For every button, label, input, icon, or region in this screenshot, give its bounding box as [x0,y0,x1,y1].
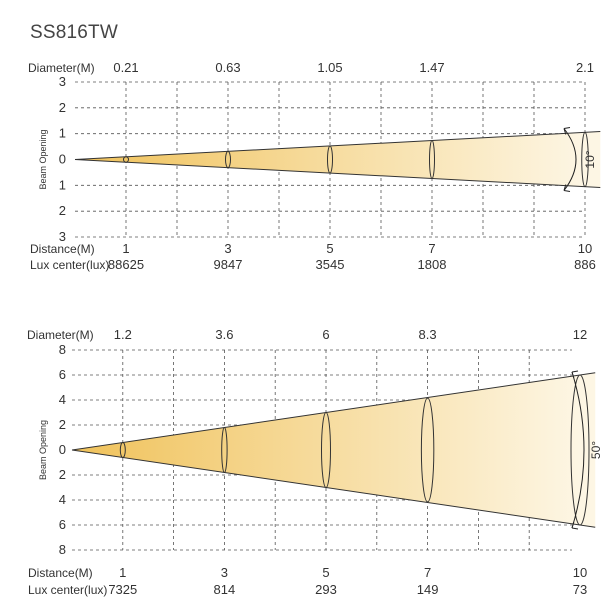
chart2-y-tick-label: 4 [59,492,66,507]
chart1-y-tick-label: 3 [59,74,66,89]
chart1-lux-value: 886 [574,257,596,272]
chart2-lux-value: 73 [573,582,587,597]
chart1-beam-angle-label: 10° [583,150,597,168]
chart2-lux-value: 7325 [108,582,137,597]
chart1-y-axis-label: Beam Opening [38,129,48,189]
chart1-angle-arc [563,128,577,191]
chart2-lux-value: 149 [417,582,439,597]
chart2-distance-value: 7 [424,565,431,580]
chart2-lux-label: Lux center(lux) [28,583,107,597]
chart2-lux-value: 814 [214,582,236,597]
chart1-y-tick-label: 1 [59,177,66,192]
chart2-angle-arc [571,371,585,529]
chart2-beam-angle-label: 50° [589,441,603,459]
chart2-diameter-label: Diameter(M) [27,328,94,342]
chart1-diameter-label: Diameter(M) [28,61,95,75]
chart2-y-tick-label: 2 [59,467,66,482]
chart2-beam-edge-bottom [71,449,596,528]
chart2-distance-value: 3 [221,565,228,580]
chart2-distance-value: 1 [119,565,126,580]
chart2-y-tick-label: 8 [59,542,66,557]
chart1-lux-label: Lux center(lux) [30,258,109,272]
chart2-y-tick-label: 8 [59,342,66,357]
chart2-beam-ellipse [119,442,126,458]
chart1-distance-label: Distance(M) [30,242,95,256]
chart1-y-tick-label: 3 [59,229,66,244]
chart1-diameter-value: 1.05 [317,60,342,75]
chart1-y-tick-label: 2 [59,203,66,218]
chart1-lux-value: 88625 [108,257,144,272]
chart1-beam-ellipse [581,131,589,188]
chart2-y-tick-label: 4 [59,392,66,407]
chart1-beam-cone [75,131,601,188]
chart2-diameter-value: 1.2 [114,327,132,342]
chart2-y-tick-label: 6 [59,367,66,382]
chart1-lux-value: 9847 [214,257,243,272]
page-title: SS816TW [30,22,118,43]
chart2-y-tick-label: 6 [59,517,66,532]
chart1-beam-ellipse [327,145,333,174]
chart2-y-tick-label: 2 [59,417,66,432]
chart1-angle-arrow-top [563,127,571,135]
chart1-diameter-value: 1.47 [419,60,444,75]
chart2-angle-arrow-top [571,370,579,379]
chart1-y-tick-label: 1 [59,126,66,141]
chart1-diameter-value: 0.63 [215,60,240,75]
chart1-beam-ellipse [225,150,231,169]
chart1-beam-ellipse [429,140,435,179]
chart1-distance-value: 1 [122,241,129,256]
chart2-diameter-value: 3.6 [215,327,233,342]
chart1-beam-ellipse [123,156,129,163]
chart2-diameter-value: 6 [322,327,329,342]
chart1-diameter-value: 2.1 [576,60,594,75]
chart1-lux-value: 1808 [418,257,447,272]
chart1-lux-value: 3545 [316,257,345,272]
chart1-y-tick-label: 0 [59,152,66,167]
chart2-y-axis-label: Beam Opening [38,420,48,480]
chart1-distance-value: 5 [326,241,333,256]
chart1-y-tick-label: 2 [59,100,66,115]
chart1-angle-arrow-bottom [563,184,571,192]
chart2-beam-ellipse [321,412,331,488]
chart2-diameter-value: 12 [573,327,587,342]
chart2-diameter-value: 8.3 [419,327,437,342]
chart2-beam-ellipse [570,374,590,526]
chart2-beam-cone [72,372,596,528]
chart2-distance-value: 10 [573,565,587,580]
chart2-angle-arrow-bottom [571,521,579,530]
chart1-distance-value: 7 [428,241,435,256]
chart1-distance-value: 10 [578,241,592,256]
chart2-distance-label: Distance(M) [28,566,93,580]
chart2-y-tick-label: 0 [59,442,66,457]
chart2-beam-ellipse [221,427,228,473]
chart2-distance-value: 5 [322,565,329,580]
chart1-beam-edge-bottom [74,159,601,188]
chart2-beam-edge-top [71,372,596,451]
chart1-distance-value: 3 [224,241,231,256]
chart2-beam-ellipse [420,397,435,503]
chart1-beam-edge-top [74,131,601,160]
chart2-lux-value: 293 [315,582,337,597]
chart1-diameter-value: 0.21 [113,60,138,75]
